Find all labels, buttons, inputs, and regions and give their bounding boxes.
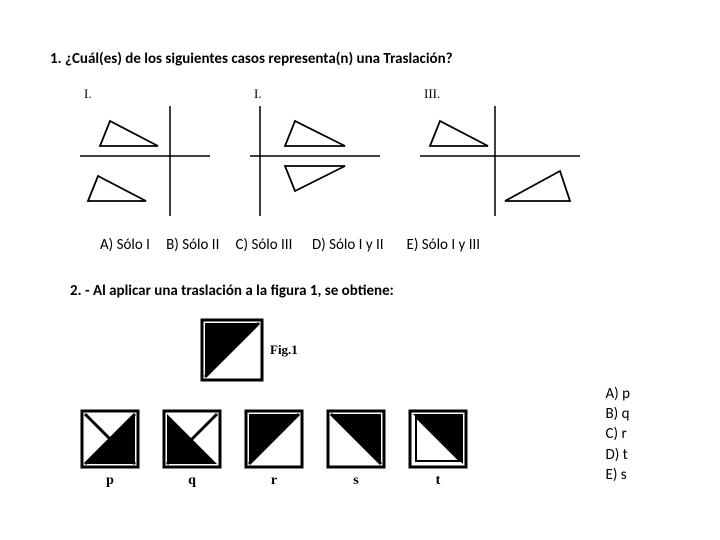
fig1 bbox=[200, 318, 264, 382]
q1-opt-e: E) Sólo I y III bbox=[407, 236, 481, 254]
case-2-label: I. bbox=[254, 86, 380, 102]
fig-p-letter: p bbox=[106, 473, 114, 489]
fig-p-svg bbox=[80, 409, 140, 469]
q1-options: A) Sólo I B) Sólo II C) Sólo III D) Sólo… bbox=[100, 236, 670, 254]
fig-r-svg bbox=[244, 409, 304, 469]
case-3: III. bbox=[420, 86, 580, 216]
q2-text: 2. - Al aplicar una traslación a la figu… bbox=[70, 282, 670, 300]
cases-row: I. I. III. bbox=[80, 86, 670, 216]
fig-p: p bbox=[80, 409, 140, 489]
fig-t-letter: t bbox=[436, 473, 441, 489]
case-2-figure bbox=[250, 106, 380, 216]
case-1: I. bbox=[80, 86, 210, 216]
fig-s-letter: s bbox=[353, 473, 358, 489]
fig-q-svg bbox=[162, 409, 222, 469]
q2-ans-d: D) t bbox=[606, 445, 631, 465]
case-3-figure bbox=[420, 106, 580, 216]
q2-ans-e: E) s bbox=[606, 465, 631, 485]
q2-ans-c: C) r bbox=[606, 424, 631, 444]
case-1-label: I. bbox=[84, 86, 210, 102]
fig-s: s bbox=[326, 409, 386, 489]
q2-ans-a: A) p bbox=[606, 384, 631, 404]
fig1-label: Fig.1 bbox=[270, 342, 298, 358]
fig-t-svg bbox=[408, 409, 468, 469]
fig1-container: Fig.1 bbox=[200, 318, 330, 387]
q1-opt-c: C) Sólo III bbox=[236, 236, 293, 254]
q1-opt-b: B) Sólo II bbox=[166, 236, 219, 254]
fig-options-row: p q r s t bbox=[80, 409, 670, 489]
fig-r-letter: r bbox=[271, 473, 277, 489]
q1-opt-d: D) Sólo I y II bbox=[312, 236, 384, 254]
fig-s-svg bbox=[326, 409, 386, 469]
q1-text: 1. ¿Cuál(es) de los siguientes casos rep… bbox=[50, 50, 670, 68]
fig-r: r bbox=[244, 409, 304, 489]
q2-answers: A) p B) q C) r D) t E) s bbox=[606, 384, 631, 485]
case-1-figure bbox=[80, 106, 210, 216]
fig-q-letter: q bbox=[188, 473, 196, 489]
q2-ans-b: B) q bbox=[606, 404, 631, 424]
fig-q: q bbox=[162, 409, 222, 489]
case-3-label: III. bbox=[424, 86, 580, 102]
q1-opt-a: A) Sólo I bbox=[100, 236, 150, 254]
fig-t: t bbox=[408, 409, 468, 489]
case-2: I. bbox=[250, 86, 380, 216]
